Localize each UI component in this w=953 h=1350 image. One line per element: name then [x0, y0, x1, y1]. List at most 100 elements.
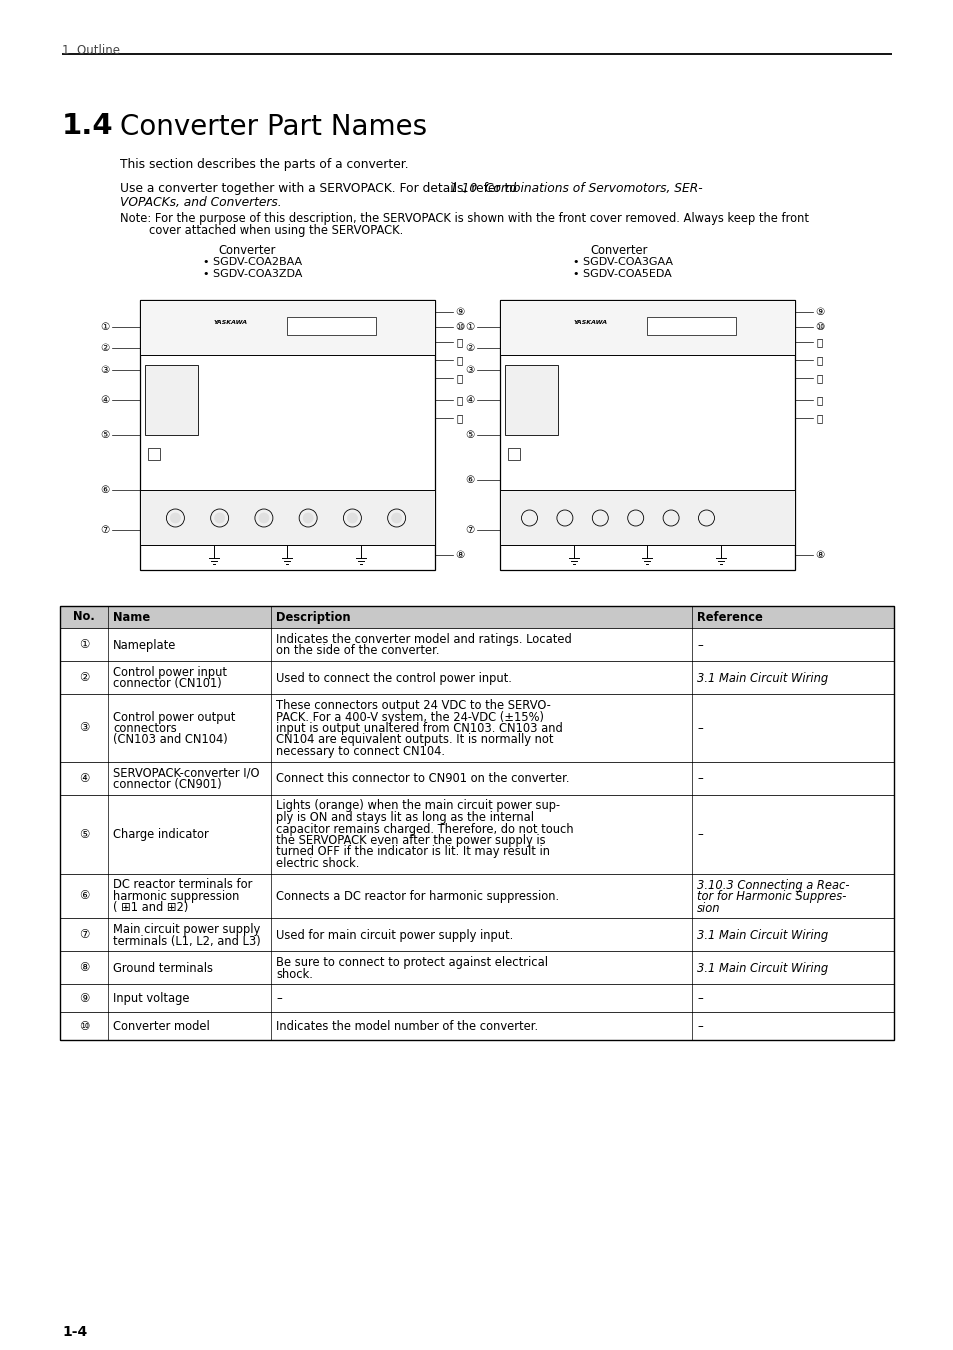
Text: 1  Outline: 1 Outline — [62, 45, 120, 57]
Text: electric shock.: electric shock. — [275, 857, 359, 869]
Text: ( ⊞1 and ⊞2): ( ⊞1 and ⊞2) — [113, 902, 189, 914]
Text: ⑬: ⑬ — [816, 373, 822, 383]
Text: ④: ④ — [79, 771, 90, 784]
Text: 3.1 Main Circuit Wiring: 3.1 Main Circuit Wiring — [697, 961, 827, 975]
Bar — [504, 364, 558, 435]
Text: ⑤: ⑤ — [465, 431, 475, 440]
Circle shape — [303, 513, 313, 522]
Text: Name: Name — [113, 612, 151, 624]
Text: the SERVOPACK even after the power supply is: the SERVOPACK even after the power suppl… — [275, 834, 545, 846]
Text: Ground terminals: Ground terminals — [113, 961, 213, 975]
Text: necessary to connect CN104.: necessary to connect CN104. — [275, 745, 444, 757]
Text: cover attached when using the SERVOPACK.: cover attached when using the SERVOPACK. — [120, 224, 403, 238]
Text: ⑨: ⑨ — [79, 991, 90, 1004]
Text: ⑩: ⑩ — [79, 1019, 90, 1033]
Text: • SGDV-COA3ZDA: • SGDV-COA3ZDA — [203, 269, 302, 279]
Text: Charge indicator: Charge indicator — [113, 829, 209, 841]
Text: 1.4: 1.4 — [62, 112, 113, 140]
Text: ①: ① — [100, 323, 110, 332]
Text: Indicates the converter model and ratings. Located: Indicates the converter model and rating… — [275, 633, 571, 647]
Circle shape — [258, 513, 269, 522]
Bar — [60, 662, 893, 694]
Text: Be sure to connect to protect against electrical: Be sure to connect to protect against el… — [275, 956, 547, 969]
Text: Input voltage: Input voltage — [113, 992, 190, 1006]
Text: • SGDV-COA2BAA: • SGDV-COA2BAA — [203, 256, 302, 267]
Text: YASKAWA: YASKAWA — [573, 320, 607, 325]
Text: shock.: shock. — [275, 968, 313, 980]
Text: • SGDV-COA5EDA: • SGDV-COA5EDA — [573, 269, 671, 279]
Text: sion: sion — [697, 902, 720, 914]
Bar — [154, 300, 172, 323]
Text: –: – — [697, 1021, 702, 1033]
Text: These connectors output 24 VDC to the SERVO-: These connectors output 24 VDC to the SE… — [275, 699, 550, 711]
Text: ⑧: ⑧ — [79, 961, 90, 973]
Text: Lights (orange) when the main circuit power sup-: Lights (orange) when the main circuit po… — [275, 799, 559, 813]
Text: • SGDV-COA3GAA: • SGDV-COA3GAA — [573, 256, 672, 267]
Bar — [60, 606, 893, 1040]
Text: –: – — [697, 722, 702, 734]
Text: Nameplate: Nameplate — [113, 639, 176, 652]
Text: CN104 are equivalent outputs. It is normally not: CN104 are equivalent outputs. It is norm… — [275, 733, 553, 747]
Text: Used to connect the control power input.: Used to connect the control power input. — [275, 672, 512, 684]
Text: ⑥: ⑥ — [100, 485, 110, 495]
Text: Note: For the purpose of this description, the SERVOPACK is shown with the front: Note: For the purpose of this descriptio… — [120, 212, 808, 225]
Text: Indicates the model number of the converter.: Indicates the model number of the conver… — [275, 1021, 537, 1033]
Text: input is output unaltered from CN103. CN103 and: input is output unaltered from CN103. CN… — [275, 722, 562, 734]
Text: Main circuit power supply: Main circuit power supply — [113, 923, 260, 936]
Text: ⑦: ⑦ — [100, 525, 110, 535]
Text: ③: ③ — [465, 364, 475, 375]
Text: ⑦: ⑦ — [465, 525, 475, 535]
Text: Connect this connector to CN901 on the converter.: Connect this connector to CN901 on the c… — [275, 772, 569, 786]
Text: ②: ② — [465, 343, 475, 352]
Text: –: – — [697, 639, 702, 652]
Bar — [287, 317, 375, 335]
Bar — [145, 364, 198, 435]
Text: 3.10.3 Connecting a Reac-: 3.10.3 Connecting a Reac- — [697, 879, 849, 891]
Bar — [60, 606, 893, 628]
Bar — [60, 1012, 893, 1040]
Bar — [401, 300, 419, 323]
Text: ply is ON and stays lit as long as the internal: ply is ON and stays lit as long as the i… — [275, 811, 534, 824]
Text: –: – — [697, 829, 702, 841]
Text: capacitor remains charged. Therefore, do not touch: capacitor remains charged. Therefore, do… — [275, 822, 573, 836]
Bar — [60, 795, 893, 873]
Bar — [60, 628, 893, 662]
Text: ⑨: ⑨ — [455, 306, 464, 317]
Text: 3.1 Main Circuit Wiring: 3.1 Main Circuit Wiring — [697, 672, 827, 684]
Bar — [499, 490, 794, 545]
Bar — [140, 490, 435, 545]
Text: Used for main circuit power supply input.: Used for main circuit power supply input… — [275, 929, 513, 942]
Text: Control power input: Control power input — [113, 666, 227, 679]
Text: ⑮: ⑮ — [816, 413, 822, 423]
Text: 3.1 Main Circuit Wiring: 3.1 Main Circuit Wiring — [697, 929, 827, 942]
Text: turned OFF if the indicator is lit. It may result in: turned OFF if the indicator is lit. It m… — [275, 845, 550, 859]
Bar — [507, 448, 519, 460]
Bar — [60, 950, 893, 984]
Circle shape — [347, 513, 357, 522]
Bar — [140, 300, 435, 570]
Text: ⑧: ⑧ — [815, 549, 823, 560]
Bar — [60, 984, 893, 1012]
Text: ③: ③ — [79, 721, 90, 734]
Bar — [148, 448, 160, 460]
Bar — [140, 300, 435, 355]
Text: –: – — [697, 772, 702, 786]
Text: connector (CN901): connector (CN901) — [113, 778, 222, 791]
Text: ⑪: ⑪ — [456, 338, 462, 347]
Text: Reference: Reference — [697, 612, 762, 624]
Text: ②: ② — [100, 343, 110, 352]
Text: No.: No. — [73, 610, 95, 624]
Text: –: – — [697, 992, 702, 1006]
Circle shape — [214, 513, 224, 522]
Text: ⑩: ⑩ — [815, 323, 823, 332]
Circle shape — [171, 513, 180, 522]
Text: ⑫: ⑫ — [816, 355, 822, 364]
Text: (CN103 and CN104): (CN103 and CN104) — [113, 733, 228, 747]
Bar — [60, 918, 893, 950]
Text: ⑦: ⑦ — [79, 927, 90, 941]
Text: Converter: Converter — [218, 244, 275, 256]
Text: terminals (L1, L2, and L3): terminals (L1, L2, and L3) — [113, 934, 261, 948]
Text: 1-4: 1-4 — [62, 1324, 87, 1339]
Text: Control power output: Control power output — [113, 710, 235, 724]
Text: ⑥: ⑥ — [79, 890, 90, 902]
